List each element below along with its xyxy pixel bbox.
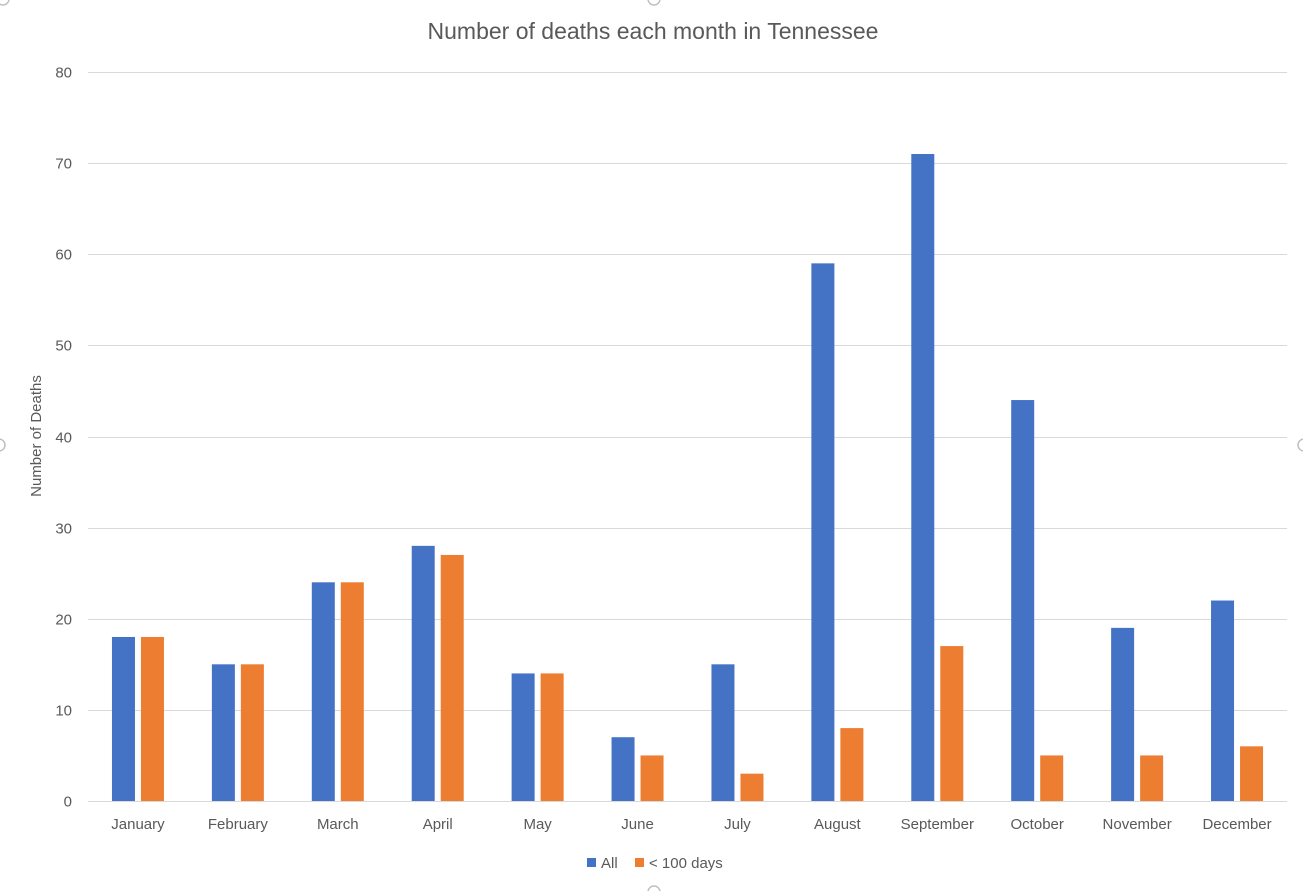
bar-all-october [1011, 400, 1035, 801]
x-category-label: February [208, 816, 269, 833]
bar-under-100-days-april [440, 554, 464, 801]
legend: All < 100 days [587, 855, 723, 872]
x-category-label: November [1103, 816, 1172, 833]
y-tick-label: 70 [55, 156, 72, 173]
resize-handle-right[interactable] [1297, 438, 1303, 452]
y-axis-label: Number of Deaths [28, 375, 45, 497]
bar-under-100-days-may [540, 673, 564, 801]
bar-all-april [411, 545, 435, 801]
x-category-label: April [423, 816, 453, 833]
resize-handle-bottom[interactable] [647, 885, 661, 891]
bar-all-july [711, 664, 735, 801]
bar-all-june [611, 737, 635, 801]
bar-under-100-days-november [1140, 755, 1164, 801]
legend-swatch [635, 858, 644, 867]
y-tick-label: 0 [64, 794, 72, 811]
y-tick-label: 60 [55, 247, 72, 264]
bar-under-100-days-september [940, 646, 964, 801]
resize-handle-left[interactable] [0, 438, 6, 452]
legend-swatch [587, 858, 596, 867]
x-axis-categories: January February March April May June July Augu… [111, 816, 1271, 833]
y-tick-label: 20 [55, 612, 72, 629]
y-tick-label: 10 [55, 703, 72, 720]
y-tick-label: 30 [55, 521, 72, 538]
bar-under-100-days-january [140, 636, 164, 801]
bar-under-100-days-march [340, 582, 364, 801]
bars [111, 154, 1264, 801]
bar-under-100-days-december [1240, 746, 1264, 801]
x-category-label: January [111, 816, 165, 833]
bar-all-january [111, 636, 135, 801]
resize-handle-top[interactable] [647, 0, 661, 6]
chart-title: Number of deaths each month in Tennessee [428, 18, 879, 44]
y-tick-label: 40 [55, 430, 72, 447]
bar-all-september [911, 154, 935, 801]
bar-all-may [511, 673, 535, 801]
gridlines [88, 72, 1287, 802]
legend-label: < 100 days [649, 855, 723, 872]
bar-under-100-days-august [840, 728, 864, 801]
bar-all-november [1111, 627, 1135, 801]
bar-under-100-days-february [240, 664, 264, 801]
x-category-label: May [523, 816, 552, 833]
bar-under-100-days-october [1040, 755, 1064, 801]
x-category-label: July [724, 816, 751, 833]
bar-all-february [211, 664, 235, 801]
bar-all-august [811, 263, 835, 801]
y-tick-label: 80 [55, 65, 72, 82]
bar-under-100-days-june [640, 755, 664, 801]
x-category-label: June [621, 816, 654, 833]
x-category-label: December [1202, 816, 1271, 833]
x-category-label: August [814, 816, 862, 833]
x-category-label: October [1011, 816, 1064, 833]
y-tick-label: 50 [55, 338, 72, 355]
x-category-label: March [317, 816, 359, 833]
legend-label: All [601, 855, 618, 872]
x-category-label: September [901, 816, 974, 833]
bar-all-march [311, 582, 335, 801]
y-axis-ticks: 0 10 20 30 40 50 60 70 80 [55, 65, 72, 811]
bar-all-december [1211, 600, 1235, 801]
resize-handle-top-left[interactable] [0, 0, 10, 6]
bar-under-100-days-july [740, 773, 764, 801]
